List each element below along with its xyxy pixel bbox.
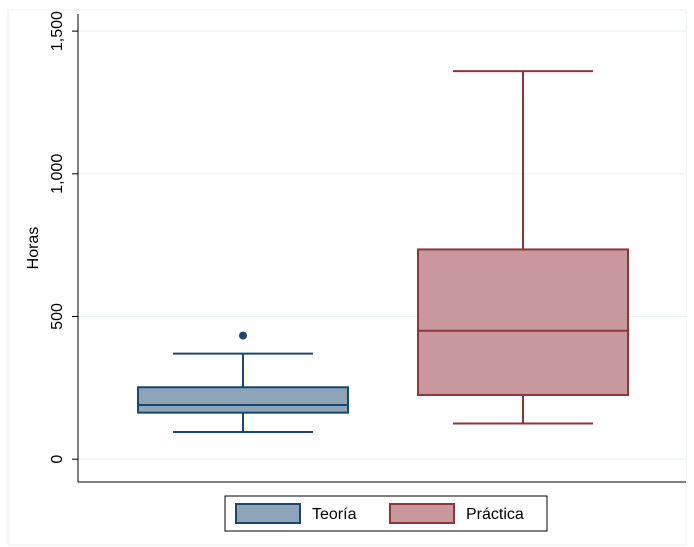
iqr-box [417,248,629,396]
box-teoria [137,331,349,434]
legend-label: Teoría [312,506,357,523]
legend-swatch [235,503,301,524]
y-tick-label: 1,000 [49,154,66,194]
box-practica [417,70,629,425]
y-tick-label: 500 [49,303,66,330]
iqr-box [137,386,349,414]
boxes [137,70,629,434]
legend-label: Práctica [466,506,524,523]
outlier-point [239,331,247,340]
y-tick-label: 0 [49,455,66,464]
y-axis-title: Horas [25,227,42,270]
legend-swatch [389,503,455,524]
y-tick-label: 1,500 [49,11,66,51]
legend: Teoría Práctica [224,495,548,532]
y-axis: 0 500 1,000 1,500 [49,11,79,482]
